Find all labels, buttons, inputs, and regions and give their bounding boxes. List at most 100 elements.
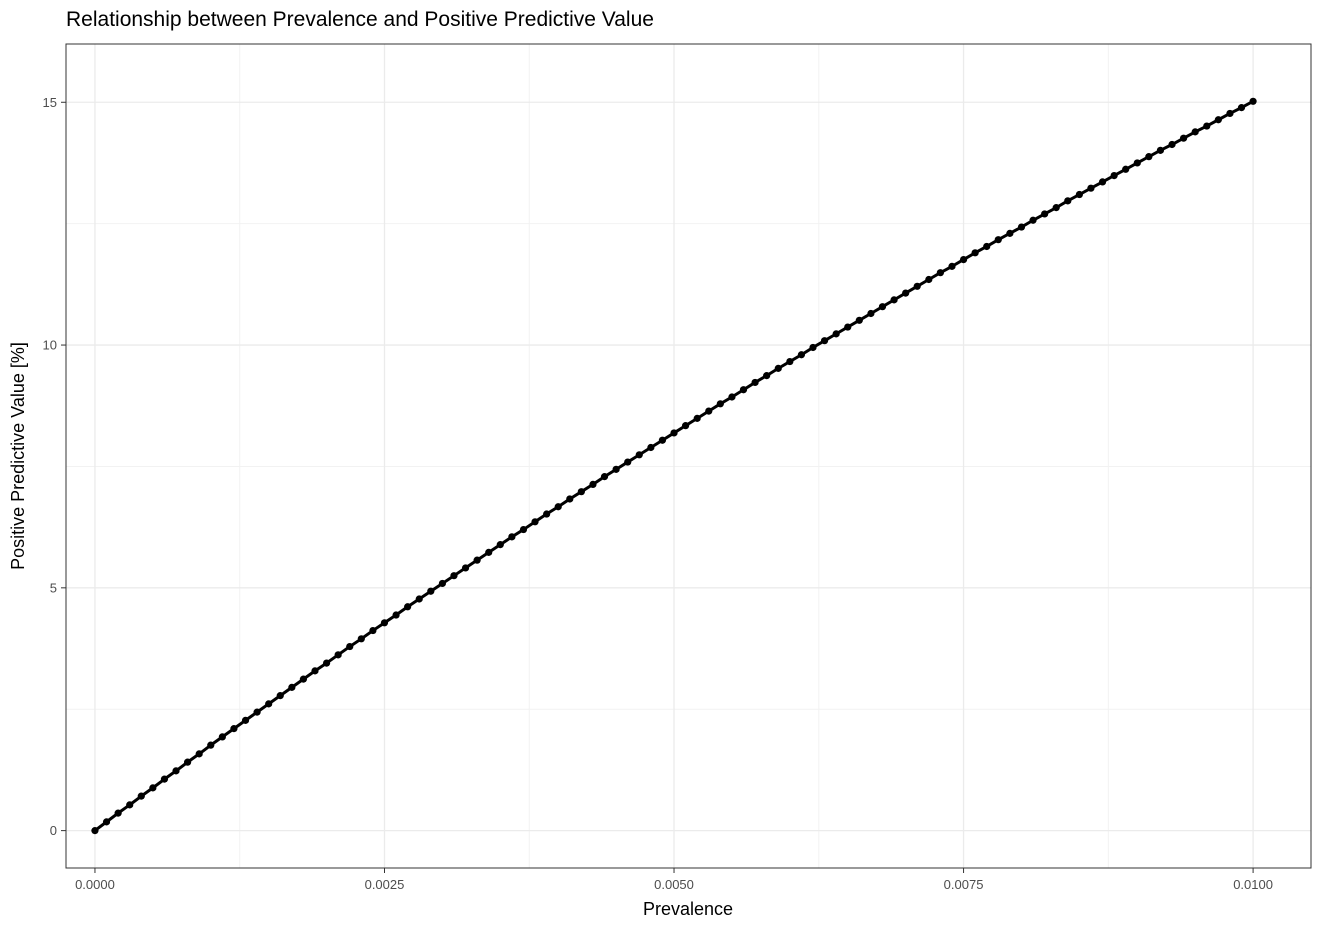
data-point [554,503,562,511]
data-point [774,364,782,372]
data-point [1203,122,1211,130]
x-tick-label: 0.0050 [654,877,694,892]
data-point [1098,178,1107,186]
x-axis-title: Prevalence [643,899,733,919]
data-point [716,400,724,408]
data-point [948,262,956,270]
data-point [230,725,238,733]
data-point [577,488,585,496]
data-point [971,249,979,257]
data-point [473,556,481,564]
series-layer [91,97,1257,835]
data-point [160,775,169,783]
data-point [1156,146,1165,154]
data-point [855,316,863,324]
plot-border [65,43,1312,869]
y-axis-title: Positive Predictive Value [%] [8,342,28,570]
data-point [357,635,365,643]
x-tick-label: 0.0100 [1233,877,1273,892]
data-point [1087,184,1095,192]
data-point [508,533,516,541]
data-point [91,827,99,835]
data-point [241,716,250,724]
data-point [369,626,377,635]
data-point [404,603,412,611]
data-point [519,525,528,534]
data-point [913,282,921,290]
data-point [902,289,910,297]
data-point [427,587,435,595]
data-point [600,473,609,481]
data-point [635,451,643,459]
data-point [184,758,192,766]
data-point [1226,109,1234,118]
data-point [346,642,354,651]
data-point [311,667,319,675]
y-axis: 0 5 10 15 [43,95,66,838]
data-point [566,495,574,503]
data-point [1133,159,1141,167]
y-tick-label: 0 [50,823,57,838]
data-point [682,422,690,430]
data-point [925,275,933,284]
data-point [288,683,296,691]
data-point [1168,140,1176,149]
data-point [797,351,806,359]
data-point [1017,223,1026,231]
x-tick-label: 0.0000 [75,877,115,892]
chart-title: Relationship between Prevalence and Posi… [66,8,654,31]
data-point [1075,190,1083,199]
y-tick-label: 15 [43,95,57,110]
x-tick-label: 0.0025 [365,877,405,892]
grid-minor [66,44,1311,868]
data-point [983,242,991,251]
data-point [1191,128,1199,136]
data-point [253,708,261,716]
data-point [959,255,968,264]
data-point [728,393,736,401]
data-point [415,595,423,603]
data-point [438,579,446,588]
data-point [1214,116,1222,124]
y-tick-label: 10 [43,338,57,353]
data-point [589,480,597,489]
data-point [670,429,678,437]
data-point [786,357,794,366]
data-point [496,541,504,549]
data-point [485,548,493,556]
data-point [1041,210,1049,218]
data-point [1052,204,1060,212]
data-point [1006,229,1014,237]
data-point [693,414,701,422]
data-point [1029,216,1037,224]
data-point [334,651,342,659]
data-point [624,458,632,466]
data-point [878,303,887,311]
data-point [1249,97,1257,105]
data-point [832,330,840,338]
data-point [531,518,539,526]
data-point [763,372,771,380]
data-point [380,619,389,627]
data-point [207,741,215,749]
data-point [739,386,748,394]
data-point [612,465,620,473]
data-point [299,675,308,683]
data-point [218,733,226,741]
data-point [705,407,713,415]
data-point [149,784,157,792]
data-point [137,792,145,800]
data-point [844,323,852,331]
data-point [890,296,898,304]
data-point [809,343,817,352]
data-point [936,269,945,277]
data-point [1180,134,1188,142]
data-point [195,750,203,758]
data-point [461,564,470,572]
data-point [820,337,829,345]
data-point [126,801,134,809]
data-point [265,700,273,708]
data-point [1110,171,1118,180]
data-point [322,659,331,667]
y-tick-label: 5 [50,580,57,595]
